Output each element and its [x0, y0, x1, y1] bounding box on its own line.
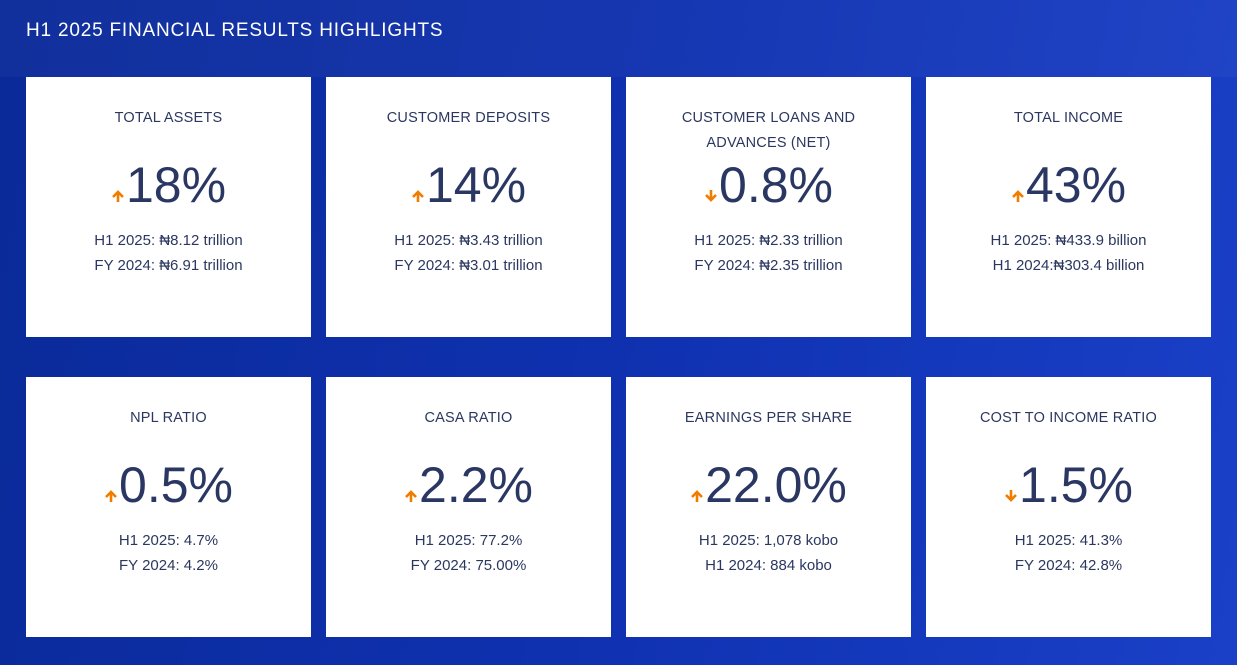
card-value-row: 14% — [326, 157, 611, 213]
kpi-card: NPL RATIO 0.5% H1 2025: 4.7% FY 2024: 4.… — [26, 377, 311, 637]
up-arrow — [691, 490, 704, 502]
card-value-row: 18% — [26, 157, 311, 213]
up-arrow — [412, 190, 424, 202]
kpi-card: CASA RATIO 2.2% H1 2025: 77.2% FY 2024: … — [326, 377, 611, 637]
card-value: 43% — [1025, 157, 1127, 213]
card-line: FY 2024: 42.8% — [1014, 557, 1123, 574]
card-title: CUSTOMER LOANS AND ADVANCES (NET) — [681, 110, 856, 151]
card-value-row: 2.2% — [326, 457, 611, 513]
card-line: H1 2025: 4.7% — [118, 532, 219, 549]
card-title: NPL RATIO — [130, 410, 207, 426]
card-value-row: 43% — [926, 157, 1211, 213]
card-title: TOTAL ASSETS — [114, 110, 223, 126]
kpi-card: EARNINGS PER SHARE 22.0% H1 2025: 1,078 … — [626, 377, 911, 637]
up-arrow — [405, 490, 417, 502]
card-line: H1 2025: ₦433.9 billion — [990, 232, 1147, 249]
card-value-row: 0.5% — [26, 457, 311, 513]
card-value-row: 22.0% — [626, 457, 911, 513]
card-line: H1 2024:₦303.4 billion — [992, 257, 1145, 274]
card-line: H1 2025: 1,078 kobo — [698, 532, 839, 549]
card-value: 14% — [425, 157, 527, 213]
card-line: H1 2025: ₦8.12 trillion — [94, 232, 243, 249]
card-value: 22.0% — [705, 457, 847, 513]
card-value: 0.5% — [119, 457, 233, 513]
card-line: FY 2024: ₦2.35 trillion — [694, 257, 843, 274]
card-line: FY 2024: ₦3.01 trillion — [394, 257, 543, 274]
card-value: 0.8% — [719, 157, 833, 213]
up-arrow — [1012, 190, 1024, 202]
card-line: H1 2025: ₦3.43 trillion — [394, 232, 543, 249]
card-title: EARNINGS PER SHARE — [684, 410, 853, 426]
kpi-card: CUSTOMER DEPOSITS 14% H1 2025: ₦3.43 tri… — [326, 77, 611, 337]
card-value-row: 0.8% — [626, 157, 911, 213]
card-value: 2.2% — [419, 457, 533, 513]
card-title: COST TO INCOME RATIO — [980, 410, 1157, 426]
down-arrow — [1005, 490, 1017, 502]
card-line: FY 2024: 75.00% — [410, 557, 527, 574]
up-arrow — [112, 190, 124, 202]
card-title: CUSTOMER DEPOSITS — [386, 110, 551, 126]
page-title: H1 2025 FINANCIAL RESULTS HIGHLIGHTS — [26, 20, 444, 41]
card-line: H1 2025: 41.3% — [1014, 532, 1123, 549]
card-line: FY 2024: 4.2% — [119, 557, 218, 574]
up-arrow — [105, 490, 117, 502]
card-value: 18% — [125, 157, 227, 213]
kpi-card: TOTAL ASSETS 18% H1 2025: ₦8.12 trillion… — [26, 77, 311, 337]
card-line: H1 2025: ₦2.33 trillion — [694, 232, 843, 249]
kpi-card: TOTAL INCOME 43% H1 2025: ₦433.9 billion… — [926, 77, 1211, 337]
card-title: CASA RATIO — [424, 410, 513, 426]
card-line: FY 2024: ₦6.91 trillion — [94, 257, 243, 274]
down-arrow — [705, 190, 717, 202]
card-line: H1 2024: 884 kobo — [705, 557, 832, 574]
card-value: 1.5% — [1019, 457, 1133, 513]
kpi-card: CUSTOMER LOANS AND ADVANCES (NET) 0.8% H… — [626, 77, 911, 337]
card-line: H1 2025: 77.2% — [414, 532, 523, 549]
kpi-card: COST TO INCOME RATIO 1.5% H1 2025: 41.3%… — [926, 377, 1211, 637]
card-value-row: 1.5% — [926, 457, 1211, 513]
card-title: TOTAL INCOME — [1013, 110, 1124, 126]
